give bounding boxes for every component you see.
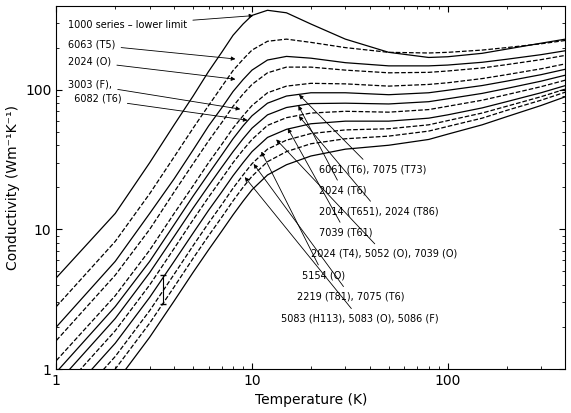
Text: 2024 (T6): 2024 (T6) (299, 107, 367, 195)
Text: 3003 (F),: 3003 (F), (68, 80, 239, 110)
Text: 5154 (O): 5154 (O) (262, 152, 345, 280)
Text: 2024 (T4), 5052 (O), 7039 (O): 2024 (T4), 5052 (O), 7039 (O) (277, 140, 457, 259)
Y-axis label: Conductivity (Wm⁻¹K⁻¹): Conductivity (Wm⁻¹K⁻¹) (6, 105, 19, 270)
Text: 5083 (H113), 5083 (O), 5086 (F): 5083 (H113), 5083 (O), 5086 (F) (246, 178, 438, 323)
Text: 1000 series – lower limit: 1000 series – lower limit (68, 14, 252, 30)
Text: 7039 (T61): 7039 (T61) (288, 129, 372, 237)
X-axis label: Temperature (K): Temperature (K) (255, 394, 367, 408)
Text: 6082 (T6): 6082 (T6) (68, 94, 247, 121)
Text: 2219 (T81), 7075 (T6): 2219 (T81), 7075 (T6) (254, 165, 405, 301)
Text: 2024 (O): 2024 (O) (68, 57, 235, 81)
Text: 6061 (T6), 7075 (T73): 6061 (T6), 7075 (T73) (300, 95, 427, 174)
Text: 6063 (T5): 6063 (T5) (68, 40, 235, 60)
Text: 2014 (T651), 2024 (T86): 2014 (T651), 2024 (T86) (299, 117, 439, 216)
